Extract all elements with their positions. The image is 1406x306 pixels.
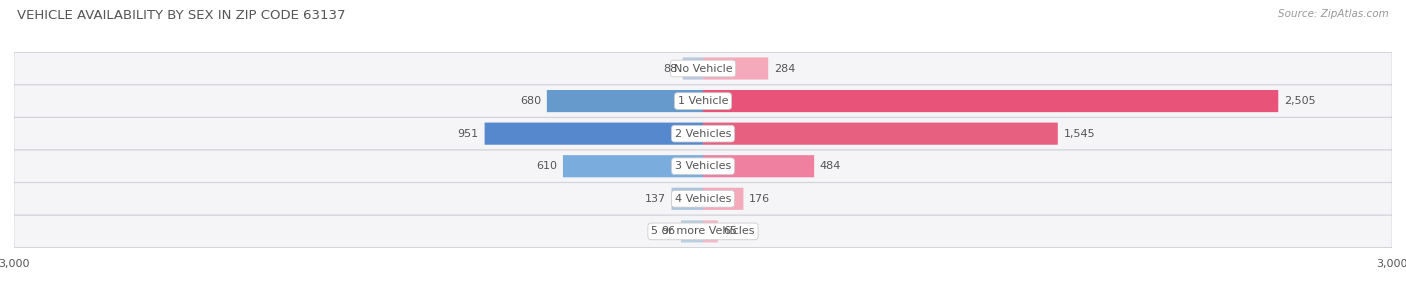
Text: 65: 65 (724, 226, 738, 236)
Text: 484: 484 (820, 161, 841, 171)
FancyBboxPatch shape (14, 118, 1392, 150)
Text: 96: 96 (661, 226, 675, 236)
Text: 4 Vehicles: 4 Vehicles (675, 194, 731, 204)
Text: 1,545: 1,545 (1063, 129, 1095, 139)
FancyBboxPatch shape (14, 183, 1392, 215)
FancyBboxPatch shape (683, 58, 703, 80)
FancyBboxPatch shape (14, 85, 1392, 117)
FancyBboxPatch shape (681, 220, 703, 242)
FancyBboxPatch shape (672, 188, 703, 210)
FancyBboxPatch shape (14, 53, 1392, 84)
FancyBboxPatch shape (703, 123, 1057, 145)
FancyBboxPatch shape (14, 150, 1392, 182)
FancyBboxPatch shape (14, 183, 1392, 215)
Text: 176: 176 (749, 194, 770, 204)
Text: 951: 951 (458, 129, 479, 139)
Text: VEHICLE AVAILABILITY BY SEX IN ZIP CODE 63137: VEHICLE AVAILABILITY BY SEX IN ZIP CODE … (17, 9, 346, 22)
FancyBboxPatch shape (703, 155, 814, 177)
Text: 137: 137 (645, 194, 666, 204)
FancyBboxPatch shape (562, 155, 703, 177)
FancyBboxPatch shape (703, 58, 768, 80)
Text: No Vehicle: No Vehicle (673, 64, 733, 73)
FancyBboxPatch shape (14, 151, 1392, 182)
Text: 284: 284 (773, 64, 796, 73)
Text: 1 Vehicle: 1 Vehicle (678, 96, 728, 106)
Text: 3 Vehicles: 3 Vehicles (675, 161, 731, 171)
FancyBboxPatch shape (547, 90, 703, 112)
FancyBboxPatch shape (14, 53, 1392, 84)
FancyBboxPatch shape (703, 220, 718, 242)
FancyBboxPatch shape (14, 85, 1392, 117)
Text: 2,505: 2,505 (1284, 96, 1316, 106)
Text: 88: 88 (662, 64, 678, 73)
FancyBboxPatch shape (14, 216, 1392, 247)
Text: 2 Vehicles: 2 Vehicles (675, 129, 731, 139)
FancyBboxPatch shape (703, 90, 1278, 112)
FancyBboxPatch shape (14, 215, 1392, 247)
FancyBboxPatch shape (703, 188, 744, 210)
Text: Source: ZipAtlas.com: Source: ZipAtlas.com (1278, 9, 1389, 19)
Text: 5 or more Vehicles: 5 or more Vehicles (651, 226, 755, 236)
Text: 680: 680 (520, 96, 541, 106)
Text: 610: 610 (536, 161, 557, 171)
FancyBboxPatch shape (14, 118, 1392, 149)
FancyBboxPatch shape (485, 123, 703, 145)
